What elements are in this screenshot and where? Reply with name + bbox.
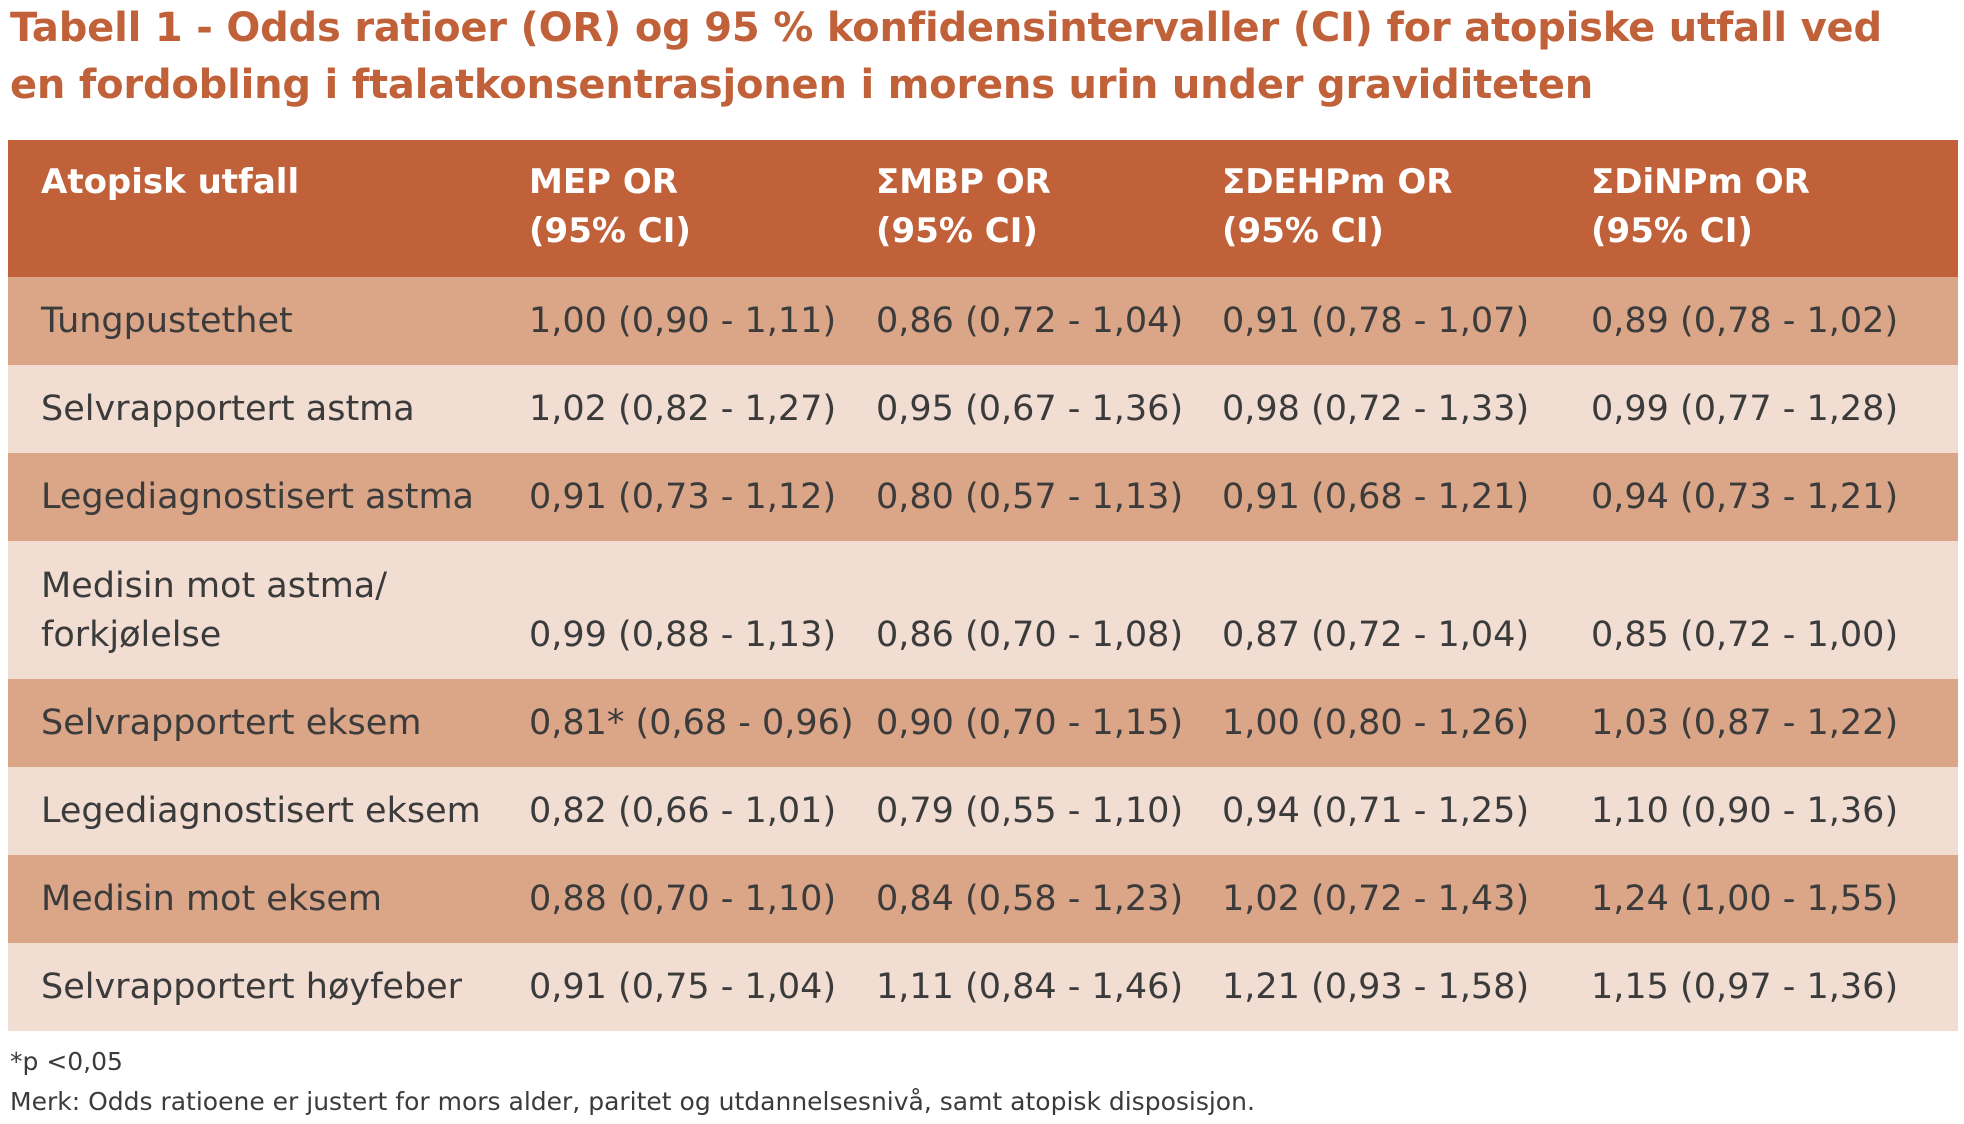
outcome-cell: Tungpustethet: [41, 300, 293, 341]
table-row: Tungpustethet 1,00 (0,90 - 1,11) 0,86 (0…: [8, 277, 1958, 365]
mbp-cell: 0,90 (0,70 - 1,15): [876, 702, 1184, 743]
header-mep-line1: MEP OR: [529, 162, 678, 202]
mbp-cell: 0,79 (0,55 - 1,10): [876, 790, 1184, 831]
table-row: Legediagnostisert eksem 0,82 (0,66 - 1,0…: [8, 767, 1958, 855]
mbp-cell: 0,95 (0,67 - 1,36): [876, 388, 1184, 429]
header-dehp-line1: ΣDEHPm OR: [1222, 162, 1453, 202]
mbp-cell: 1,11 (0,84 - 1,46): [876, 966, 1184, 1007]
dehp-cell: 1,02 (0,72 - 1,43): [1222, 878, 1530, 919]
header-mep: MEP OR (95% CI): [496, 140, 843, 277]
outcome-cell: Medisin mot astma/ forkjølelse: [41, 566, 388, 655]
dehp-cell: 1,00 (0,80 - 1,26): [1222, 702, 1530, 743]
dehp-cell: 0,98 (0,72 - 1,33): [1222, 388, 1530, 429]
header-dehp: ΣDEHPm OR (95% CI): [1189, 140, 1558, 277]
mep-cell: 0,91 (0,75 - 1,04): [529, 966, 837, 1007]
table-row: Selvrapportert høyfeber 0,91 (0,75 - 1,0…: [8, 943, 1958, 1031]
dinp-cell: 1,10 (0,90 - 1,36): [1591, 790, 1899, 831]
dehp-cell: 0,94 (0,71 - 1,25): [1222, 790, 1530, 831]
dinp-cell: 1,15 (0,97 - 1,36): [1591, 966, 1899, 1007]
table-row: Medisin mot astma/ forkjølelse 0,99 (0,8…: [8, 541, 1958, 679]
header-mep-line2: (95% CI): [529, 211, 691, 251]
outcome-cell: Selvrapportert eksem: [41, 702, 422, 743]
header-dinp-line1: ΣDiNPm OR: [1591, 162, 1810, 202]
mbp-cell: 0,86 (0,70 - 1,08): [876, 615, 1184, 655]
mep-cell: 0,82 (0,66 - 1,01): [529, 790, 837, 831]
dehp-cell: 0,87 (0,72 - 1,04): [1222, 615, 1530, 655]
mep-cell: 1,02 (0,82 - 1,27): [529, 388, 837, 429]
outcome-cell: Selvrapportert astma: [41, 388, 415, 429]
outcome-cell: Medisin mot eksem: [41, 878, 382, 919]
outcome-cell: Legediagnostisert astma: [41, 476, 475, 517]
dinp-cell: 0,89 (0,78 - 1,02): [1591, 300, 1899, 341]
mep-cell: 1,00 (0,90 - 1,11): [529, 300, 837, 341]
header-dinp-line2: (95% CI): [1591, 211, 1753, 251]
mbp-cell: 0,86 (0,72 - 1,04): [876, 300, 1184, 341]
table-notes: *p <0,05 Merk: Odds ratioene er justert …: [10, 1042, 1255, 1122]
header-outcome-line1: Atopisk utfall: [41, 162, 300, 202]
mep-cell: 0,81* (0,68 - 0,96): [529, 702, 854, 743]
adjustment-remark: Merk: Odds ratioene er justert for mors …: [10, 1087, 1255, 1116]
header-dehp-line2: (95% CI): [1222, 211, 1384, 251]
dehp-cell: 1,21 (0,93 - 1,58): [1222, 966, 1530, 1007]
dehp-cell: 0,91 (0,78 - 1,07): [1222, 300, 1530, 341]
table-row: Selvrapportert astma 1,02 (0,82 - 1,27) …: [8, 365, 1958, 453]
table-row: Medisin mot eksem 0,88 (0,70 - 1,10) 0,8…: [8, 855, 1958, 943]
odds-ratio-table: Atopisk utfall MEP OR (95% CI) ΣMBP OR (…: [8, 140, 1958, 1031]
outcome-cell: Selvrapportert høyfeber: [41, 966, 463, 1007]
dinp-cell: 0,99 (0,77 - 1,28): [1591, 388, 1899, 429]
header-dinp: ΣDiNPm OR (95% CI): [1558, 140, 1958, 277]
dehp-cell: 0,91 (0,68 - 1,21): [1222, 476, 1530, 517]
table-header: Atopisk utfall MEP OR (95% CI) ΣMBP OR (…: [8, 140, 1958, 277]
dinp-cell: 1,24 (1,00 - 1,55): [1591, 878, 1899, 919]
significance-note: *p <0,05: [10, 1047, 123, 1076]
table-row: Legediagnostisert astma 0,91 (0,73 - 1,1…: [8, 453, 1958, 541]
header-mbp-line1: ΣMBP OR: [876, 162, 1051, 202]
mbp-cell: 0,80 (0,57 - 1,13): [876, 476, 1184, 517]
table-title: Tabell 1 - Odds ratioer (OR) og 95 % kon…: [10, 5, 1882, 108]
odds-ratio-table-container: Atopisk utfall MEP OR (95% CI) ΣMBP OR (…: [8, 140, 1958, 1031]
outcome-cell: Legediagnostisert eksem: [41, 790, 481, 831]
mep-cell: 0,99 (0,88 - 1,13): [529, 615, 837, 655]
header-row: Atopisk utfall MEP OR (95% CI) ΣMBP OR (…: [8, 140, 1958, 277]
mep-cell: 0,88 (0,70 - 1,10): [529, 878, 837, 919]
table-row: Selvrapportert eksem 0,81* (0,68 - 0,96)…: [8, 679, 1958, 767]
dinp-cell: 0,94 (0,73 - 1,21): [1591, 476, 1899, 517]
dinp-cell: 0,85 (0,72 - 1,00): [1591, 615, 1899, 655]
header-mbp: ΣMBP OR (95% CI): [843, 140, 1189, 277]
table-body: Tungpustethet 1,00 (0,90 - 1,11) 0,86 (0…: [8, 277, 1958, 1031]
mbp-cell: 0,84 (0,58 - 1,23): [876, 878, 1184, 919]
dinp-cell: 1,03 (0,87 - 1,22): [1591, 702, 1899, 743]
mep-cell: 0,91 (0,73 - 1,12): [529, 476, 837, 517]
header-outcome: Atopisk utfall: [8, 140, 496, 277]
header-mbp-line2: (95% CI): [876, 211, 1038, 251]
